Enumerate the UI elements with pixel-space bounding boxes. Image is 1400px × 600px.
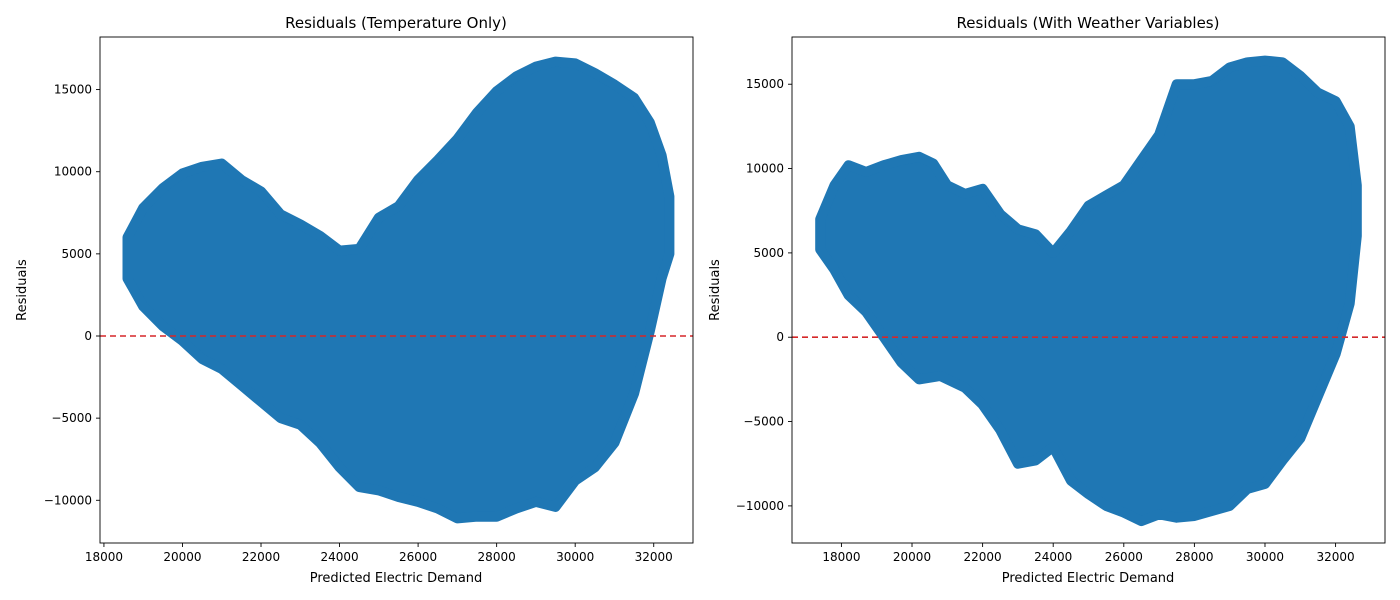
left-x-tick-label: 18000 — [85, 550, 123, 564]
left-y-tick-label: 10000 — [54, 165, 92, 179]
left-y-tick-label: 0 — [84, 329, 92, 343]
right-y-tick-label: −5000 — [743, 415, 784, 429]
right-subplot: Residuals (With Weather Variables) 18000… — [708, 14, 1386, 586]
left-y-tick-label: −10000 — [44, 493, 92, 507]
right-x-tick-label: 18000 — [822, 550, 860, 564]
right-x-tick-label: 26000 — [1105, 550, 1143, 564]
right-x-tick-label: 30000 — [1246, 550, 1284, 564]
right-y-tick-label: 10000 — [746, 162, 784, 176]
left-y-tick-label: 15000 — [54, 83, 92, 97]
right-x-axis-label: Predicted Electric Demand — [1002, 571, 1175, 586]
right-x-tick-label: 24000 — [1034, 550, 1072, 564]
left-chart-title: Residuals (Temperature Only) — [285, 14, 507, 32]
right-y-axis-label: Residuals — [708, 259, 723, 321]
left-subplot: Residuals (Temperature Only) 18000 20000 2… — [15, 14, 694, 586]
left-x-axis-label: Predicted Electric Demand — [310, 571, 483, 586]
right-chart-title: Residuals (With Weather Variables) — [957, 14, 1220, 32]
left-x-tick-label: 24000 — [320, 550, 358, 564]
left-y-axis-label: Residuals — [15, 259, 30, 321]
right-x-tick-label: 22000 — [964, 550, 1002, 564]
left-residual-points — [122, 56, 675, 524]
left-y-tick-label: −5000 — [51, 411, 92, 425]
left-x-tick-label: 32000 — [635, 550, 673, 564]
left-x-tick-label: 30000 — [556, 550, 594, 564]
right-y-tick-label: 15000 — [746, 77, 784, 91]
right-x-tick-label: 28000 — [1175, 550, 1213, 564]
left-x-tick-label: 26000 — [399, 550, 437, 564]
right-plot-area: 18000 20000 22000 24000 26000 28000 30000 32000… — [736, 36, 1386, 564]
left-x-tick-label: 22000 — [242, 550, 280, 564]
right-residual-points — [815, 55, 1362, 527]
right-x-tick-label: 32000 — [1316, 550, 1354, 564]
right-axes-frame — [791, 36, 1386, 544]
left-y-tick-label: 5000 — [61, 247, 92, 261]
left-x-tick-label: 28000 — [478, 550, 516, 564]
right-y-tick-label: 0 — [776, 330, 784, 344]
right-y-tick-label: 5000 — [753, 246, 784, 260]
right-x-tick-label: 20000 — [893, 550, 931, 564]
left-x-tick-label: 20000 — [163, 550, 201, 564]
right-y-tick-label: −10000 — [736, 499, 784, 513]
left-plot-area: 18000 20000 22000 24000 26000 28000 30000 32000… — [44, 36, 694, 564]
left-axes-frame — [99, 36, 694, 544]
